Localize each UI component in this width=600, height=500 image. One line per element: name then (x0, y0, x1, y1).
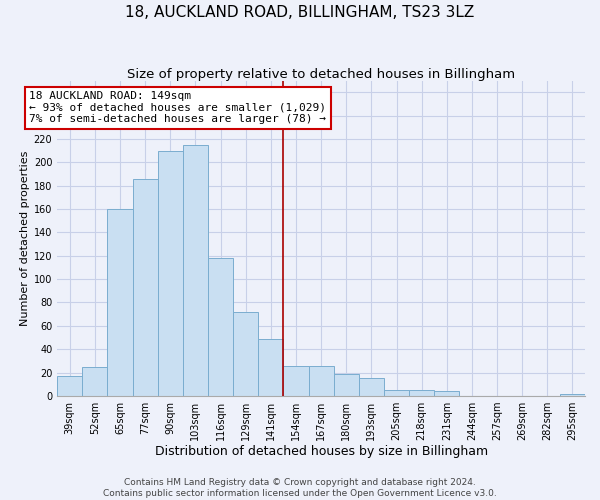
Y-axis label: Number of detached properties: Number of detached properties (20, 150, 29, 326)
Bar (183, 145, 208, 396)
Bar (409, 390, 434, 396)
Bar (384, 390, 409, 396)
Bar (308, 366, 334, 396)
Bar (158, 150, 183, 396)
Bar (107, 209, 133, 396)
Bar (283, 366, 308, 396)
Text: 18, AUCKLAND ROAD, BILLINGHAM, TS23 3LZ: 18, AUCKLAND ROAD, BILLINGHAM, TS23 3LZ (125, 5, 475, 20)
Bar (334, 374, 359, 396)
X-axis label: Distribution of detached houses by size in Billingham: Distribution of detached houses by size … (155, 444, 488, 458)
Bar (82, 367, 107, 396)
Bar (233, 312, 258, 396)
Title: Size of property relative to detached houses in Billingham: Size of property relative to detached ho… (127, 68, 515, 80)
Bar (208, 258, 233, 396)
Text: Contains HM Land Registry data © Crown copyright and database right 2024.
Contai: Contains HM Land Registry data © Crown c… (103, 478, 497, 498)
Bar (258, 338, 283, 396)
Text: 18 AUCKLAND ROAD: 149sqm
← 93% of detached houses are smaller (1,029)
7% of semi: 18 AUCKLAND ROAD: 149sqm ← 93% of detach… (29, 91, 326, 124)
Bar (133, 178, 158, 396)
Bar (359, 378, 384, 396)
Bar (57, 376, 82, 396)
Bar (434, 392, 460, 396)
Bar (560, 394, 585, 396)
